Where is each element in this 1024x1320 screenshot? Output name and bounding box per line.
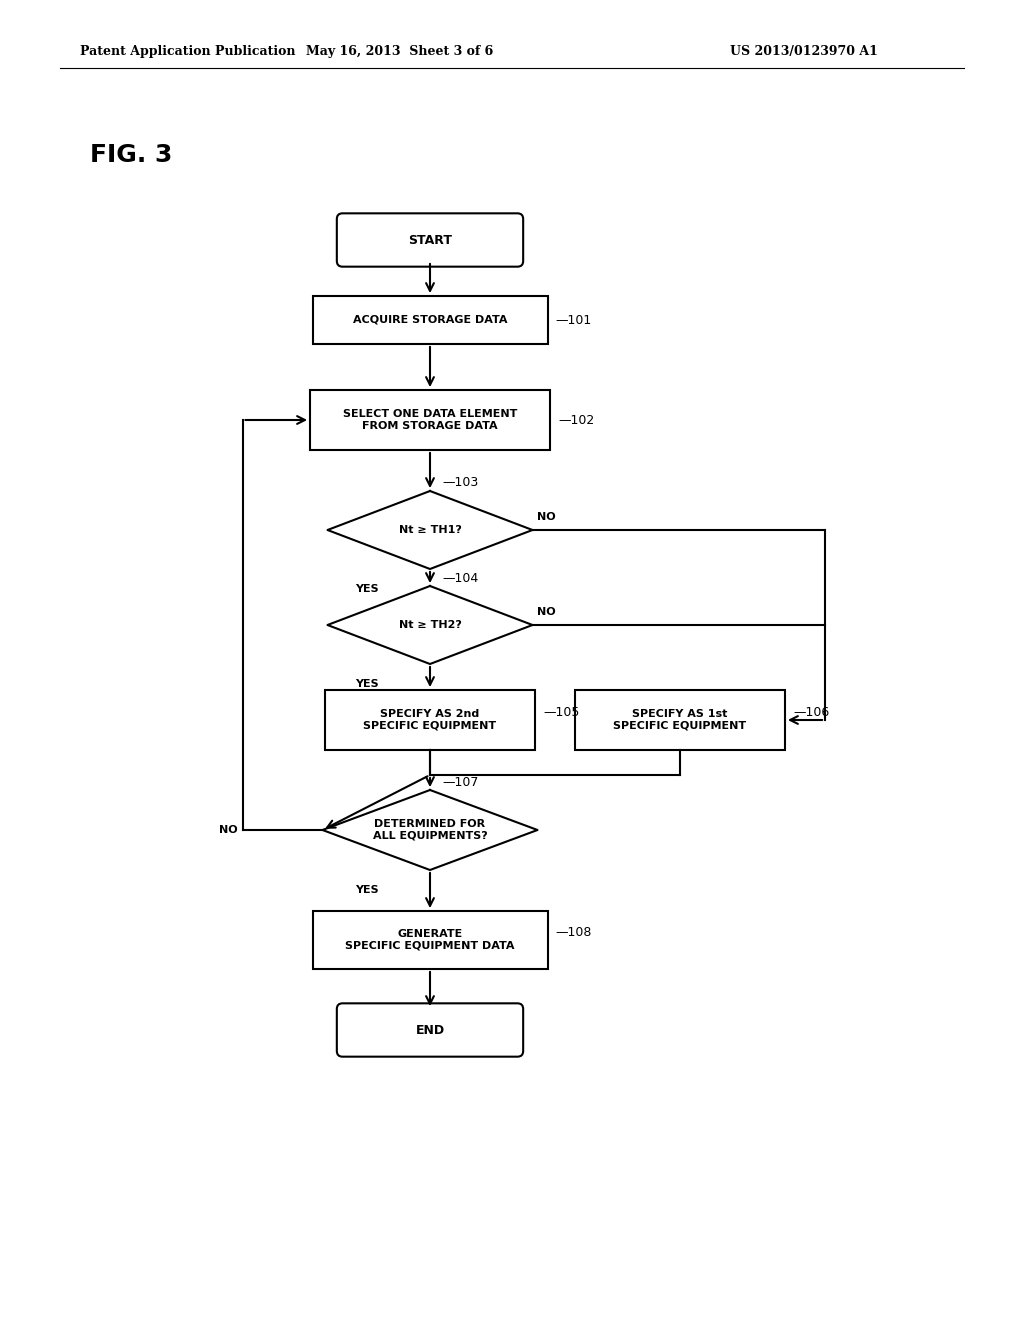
Text: START: START <box>408 234 452 247</box>
Text: DETERMINED FOR
ALL EQUIPMENTS?: DETERMINED FOR ALL EQUIPMENTS? <box>373 820 487 841</box>
FancyBboxPatch shape <box>337 1003 523 1057</box>
Bar <box>310 389 550 450</box>
Text: YES: YES <box>355 583 379 594</box>
Text: YES: YES <box>355 678 379 689</box>
Text: Patent Application Publication: Patent Application Publication <box>80 45 296 58</box>
Text: —105: —105 <box>543 705 580 718</box>
Text: —106: —106 <box>793 705 829 718</box>
FancyBboxPatch shape <box>337 214 523 267</box>
Text: NO: NO <box>538 607 556 616</box>
Text: ACQUIRE STORAGE DATA: ACQUIRE STORAGE DATA <box>352 315 507 325</box>
Text: SPECIFY AS 1st
SPECIFIC EQUIPMENT: SPECIFY AS 1st SPECIFIC EQUIPMENT <box>613 709 746 731</box>
Text: GENERATE
SPECIFIC EQUIPMENT DATA: GENERATE SPECIFIC EQUIPMENT DATA <box>345 929 515 950</box>
Text: Nt ≥ TH1?: Nt ≥ TH1? <box>398 525 462 535</box>
Polygon shape <box>328 586 532 664</box>
Text: —102: —102 <box>558 413 594 426</box>
Bar <box>575 690 785 750</box>
Text: —103: —103 <box>442 477 478 490</box>
Bar <box>312 911 548 969</box>
Text: NO: NO <box>538 512 556 521</box>
Bar <box>325 690 535 750</box>
Text: END: END <box>416 1023 444 1036</box>
Text: SELECT ONE DATA ELEMENT
FROM STORAGE DATA: SELECT ONE DATA ELEMENT FROM STORAGE DAT… <box>343 409 517 430</box>
Text: SPECIFY AS 2nd
SPECIFIC EQUIPMENT: SPECIFY AS 2nd SPECIFIC EQUIPMENT <box>364 709 497 731</box>
Text: —104: —104 <box>442 572 478 585</box>
Polygon shape <box>328 491 532 569</box>
Text: YES: YES <box>355 884 379 895</box>
Text: —108: —108 <box>555 925 592 939</box>
Text: May 16, 2013  Sheet 3 of 6: May 16, 2013 Sheet 3 of 6 <box>306 45 494 58</box>
Text: NO: NO <box>219 825 238 836</box>
Text: —107: —107 <box>442 776 478 788</box>
Text: US 2013/0123970 A1: US 2013/0123970 A1 <box>730 45 878 58</box>
Bar <box>312 296 548 345</box>
Polygon shape <box>323 789 538 870</box>
Text: FIG. 3: FIG. 3 <box>90 143 172 168</box>
Text: Nt ≥ TH2?: Nt ≥ TH2? <box>398 620 462 630</box>
Text: —101: —101 <box>555 314 592 326</box>
